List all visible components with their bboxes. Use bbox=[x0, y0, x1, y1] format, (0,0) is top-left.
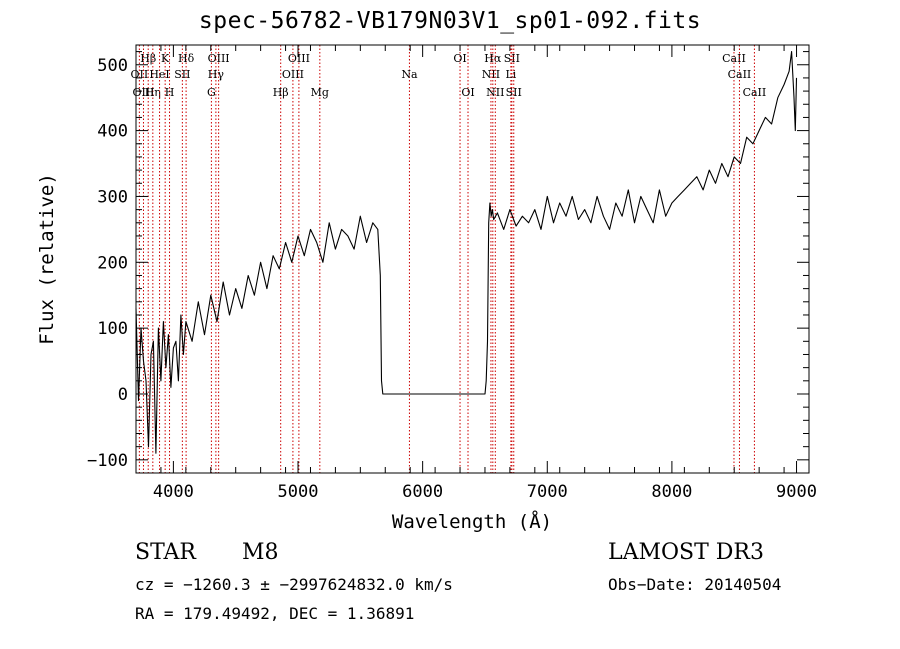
marker-label-15: Mg bbox=[311, 86, 329, 99]
y-tick-label-1: 0 bbox=[118, 385, 128, 405]
y-tick-label-6: 500 bbox=[97, 56, 128, 76]
y-axis-label: Flux (relative) bbox=[36, 173, 58, 345]
marker-label-23: Li bbox=[505, 68, 516, 81]
y-tick-label-4: 300 bbox=[97, 187, 128, 207]
marker-label-2: OIII bbox=[132, 86, 154, 99]
marker-label-9: OIII bbox=[208, 52, 230, 65]
y-tick-label-0: −100 bbox=[87, 451, 128, 471]
x-tick-label-5: 9000 bbox=[776, 482, 817, 502]
marker-label-25: CaII bbox=[722, 52, 746, 65]
marker-label-17: OI bbox=[453, 52, 466, 65]
x-tick-label-0: 4000 bbox=[153, 482, 194, 502]
marker-label-1: OII bbox=[131, 68, 149, 81]
redshift-line: cz = −1260.3 ± −2997624832.0 km/s bbox=[135, 575, 453, 594]
y-tick-label-3: 200 bbox=[97, 253, 128, 273]
marker-label-19: NII bbox=[482, 68, 500, 81]
coordinates-line: RA = 179.49492, DEC = 1.36891 bbox=[135, 604, 415, 623]
x-tick-label-3: 7000 bbox=[527, 482, 568, 502]
x-tick-label-2: 6000 bbox=[402, 482, 443, 502]
marker-label-6: H bbox=[165, 86, 175, 99]
object-subclass: M8 bbox=[242, 540, 279, 565]
x-tick-label-1: 5000 bbox=[278, 482, 319, 502]
object-class: STAR bbox=[135, 540, 196, 565]
marker-label-26: CaII bbox=[728, 68, 752, 81]
y-tick-label-5: 400 bbox=[97, 122, 128, 142]
marker-label-13: OIII bbox=[282, 68, 304, 81]
marker-label-22: SII bbox=[504, 52, 520, 65]
plot-frame bbox=[135, 44, 810, 474]
marker-label-27: CaII bbox=[743, 86, 767, 99]
marker-label-7: SII bbox=[174, 68, 190, 81]
marker-label-24: SII bbox=[506, 86, 522, 99]
marker-label-3: Hη bbox=[145, 86, 161, 99]
marker-label-12: Hβ bbox=[273, 86, 289, 99]
spectrum-line-layer bbox=[135, 51, 798, 454]
observation-date: Obs−Date: 20140504 bbox=[608, 575, 782, 594]
spectrum-line bbox=[135, 51, 798, 454]
survey-name: LAMOST DR3 bbox=[608, 540, 764, 565]
y-tick-label-2: 100 bbox=[97, 319, 128, 339]
chart-title: spec-56782-VB179N03V1_sp01-092.fits bbox=[198, 8, 702, 34]
x-axis-label: Wavelength (Å) bbox=[392, 510, 552, 533]
marker-label-14: OIII bbox=[288, 52, 310, 65]
marker-label-11: G bbox=[207, 86, 216, 99]
marker-label-16: Na bbox=[401, 68, 418, 81]
axis-ticks: 4000 5000 6000 7000 8000 9000 −100 0 100 200 300 40… bbox=[87, 45, 817, 502]
x-tick-label-4: 8000 bbox=[651, 482, 692, 502]
marker-label-5: K bbox=[161, 52, 170, 65]
marker-label-8: Hδ bbox=[178, 52, 195, 65]
marker-label-21: NII bbox=[486, 86, 504, 99]
marker-label-18: OI bbox=[461, 86, 474, 99]
marker-label-0: Hβ bbox=[140, 52, 156, 65]
marker-label-10: Hγ bbox=[208, 68, 225, 81]
marker-label-4: HeI bbox=[149, 68, 169, 81]
marker-label-20: Hα bbox=[484, 52, 502, 65]
